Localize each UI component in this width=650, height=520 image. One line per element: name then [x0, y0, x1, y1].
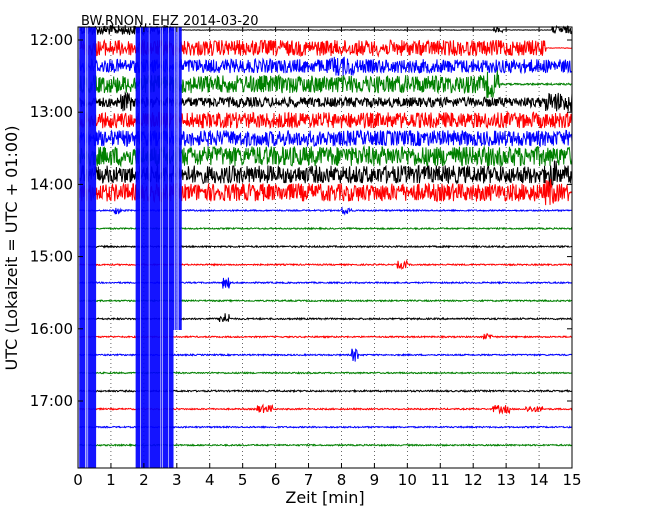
y-tick-label: 16:00: [30, 320, 73, 338]
y-tick-label: 15:00: [30, 248, 73, 266]
y-tick-label: 14:00: [30, 175, 73, 193]
y-tick-label: 13:00: [30, 103, 73, 121]
x-tick-label: 8: [337, 471, 347, 489]
x-tick-label: 15: [562, 471, 581, 489]
x-tick-label: 3: [172, 471, 182, 489]
y-tick-label: 17:00: [30, 392, 73, 410]
disturbance-group: [78, 27, 182, 468]
x-tick-label: 11: [431, 471, 450, 489]
x-tick-label: 12: [464, 471, 483, 489]
x-axis-label: Zeit [min]: [285, 488, 364, 507]
disturbance-band: [173, 27, 182, 330]
x-tick-label: 2: [139, 471, 149, 489]
x-tick-label: 0: [73, 471, 83, 489]
x-axis-ticks: 0 1 2 3 4 5 6 7 8 9 10 11 12 13 14 15: [73, 27, 582, 489]
x-tick-label: 6: [271, 471, 281, 489]
x-tick-label: 1: [106, 471, 116, 489]
y-axis-ticks: 12:00 13:00 14:00 15:00 16:00 17:00: [30, 31, 572, 410]
disturbance-band: [78, 27, 97, 468]
plot-frame: [77, 26, 573, 469]
y-axis-label: UTC (Lokalzeit = UTC + 01:00): [2, 126, 21, 371]
x-tick-label: 14: [530, 471, 549, 489]
x-tick-label: 10: [398, 471, 417, 489]
x-tick-label: 13: [497, 471, 516, 489]
x-tick-label: 4: [205, 471, 215, 489]
x-tick-label: 7: [304, 471, 314, 489]
x-tick-label: 9: [370, 471, 380, 489]
y-tick-label: 12:00: [30, 31, 73, 49]
x-tick-label: 5: [238, 471, 248, 489]
disturbance-band: [135, 27, 174, 468]
